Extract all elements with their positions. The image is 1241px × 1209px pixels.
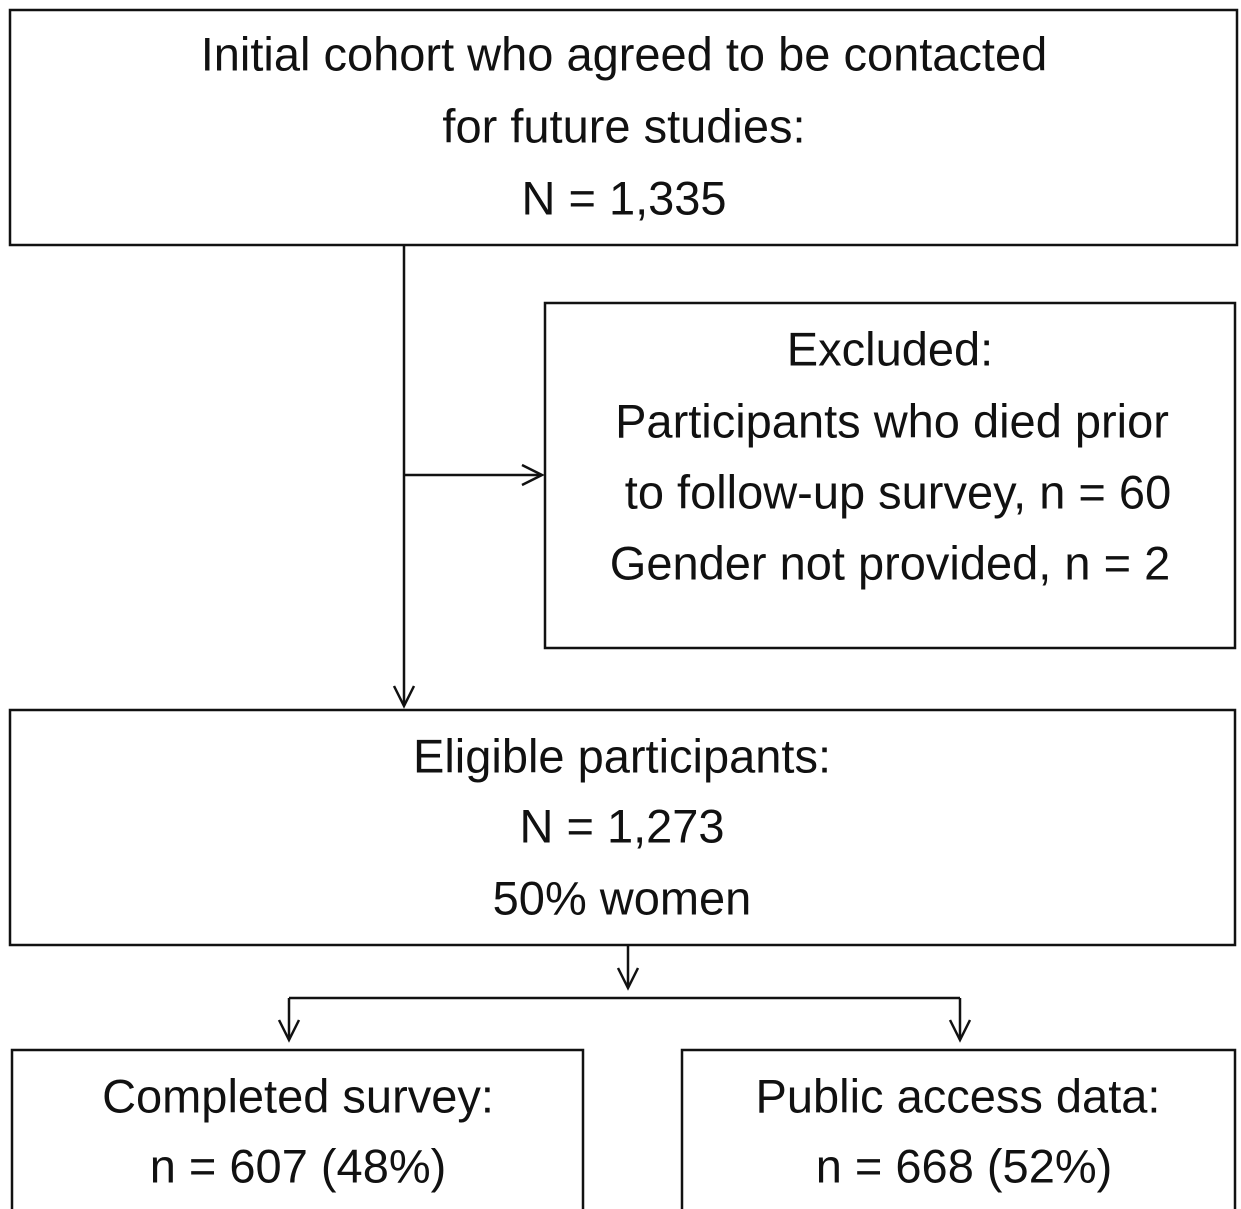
box bbox=[680, 1048, 1237, 1209]
box bbox=[8, 8, 1239, 247]
node-text: to follow-up survey, n = 60 bbox=[625, 465, 1171, 518]
box bbox=[10, 1048, 585, 1209]
box bbox=[543, 301, 1237, 650]
node-text: Public access data: bbox=[756, 1069, 1161, 1122]
node-text: Gender not provided, n = 2 bbox=[610, 536, 1170, 589]
arrowhead bbox=[277, 1019, 301, 1043]
arrowhead bbox=[392, 685, 416, 709]
node-text: Initial cohort who agreed to be contacte… bbox=[201, 27, 1048, 80]
node-text: Eligible participants: bbox=[413, 729, 831, 782]
node-text: n = 607 (48%) bbox=[150, 1139, 447, 1192]
arrowhead bbox=[948, 1019, 972, 1043]
node-text: Completed survey: bbox=[102, 1069, 494, 1122]
node-text: N = 1,335 bbox=[521, 171, 726, 224]
box bbox=[8, 708, 1237, 947]
node-text: for future studies: bbox=[442, 99, 805, 152]
arrowhead bbox=[521, 463, 545, 487]
node-text: 50% women bbox=[493, 871, 752, 924]
arrowhead bbox=[616, 967, 640, 991]
node-text: Participants who died prior bbox=[615, 394, 1169, 447]
node-text: N = 1,273 bbox=[519, 799, 724, 852]
node-text: n = 668 (52%) bbox=[816, 1139, 1113, 1192]
node-text: Excluded: bbox=[787, 322, 993, 375]
